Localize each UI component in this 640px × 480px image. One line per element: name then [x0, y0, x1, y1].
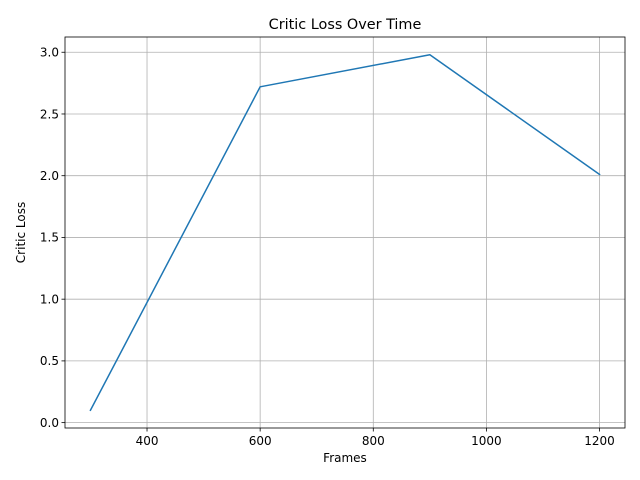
chart-title: Critic Loss Over Time: [269, 17, 422, 33]
y-axis: 0.0 0.5 1.0 1.5 2.0 2.5 3.0: [40, 46, 65, 430]
y-tick-label: 1.5: [40, 231, 59, 245]
y-tick-label: 0.0: [40, 416, 59, 430]
x-tick-label: 800: [362, 434, 385, 448]
series-line: [89, 53, 601, 412]
x-tick-label: 600: [249, 434, 272, 448]
y-tick-label: 2.5: [40, 107, 59, 121]
series-layer: [89, 53, 601, 412]
y-axis-title: Critic Loss: [14, 202, 28, 263]
x-tick-label: 1000: [471, 434, 502, 448]
x-tick-label: 400: [136, 434, 159, 448]
plot-area: [65, 37, 625, 428]
y-tick-label: 0.5: [40, 354, 59, 368]
x-axis-title: Frames: [323, 451, 367, 465]
plot-frame: [64, 36, 626, 429]
y-tick-label: 2.0: [40, 169, 59, 183]
x-axis: 400 600 800 1000 1200: [136, 428, 615, 448]
grid-lines: [65, 37, 625, 428]
y-tick-label: 1.0: [40, 292, 59, 306]
x-tick-label: 1200: [584, 434, 615, 448]
y-tick-label: 3.0: [40, 46, 59, 60]
